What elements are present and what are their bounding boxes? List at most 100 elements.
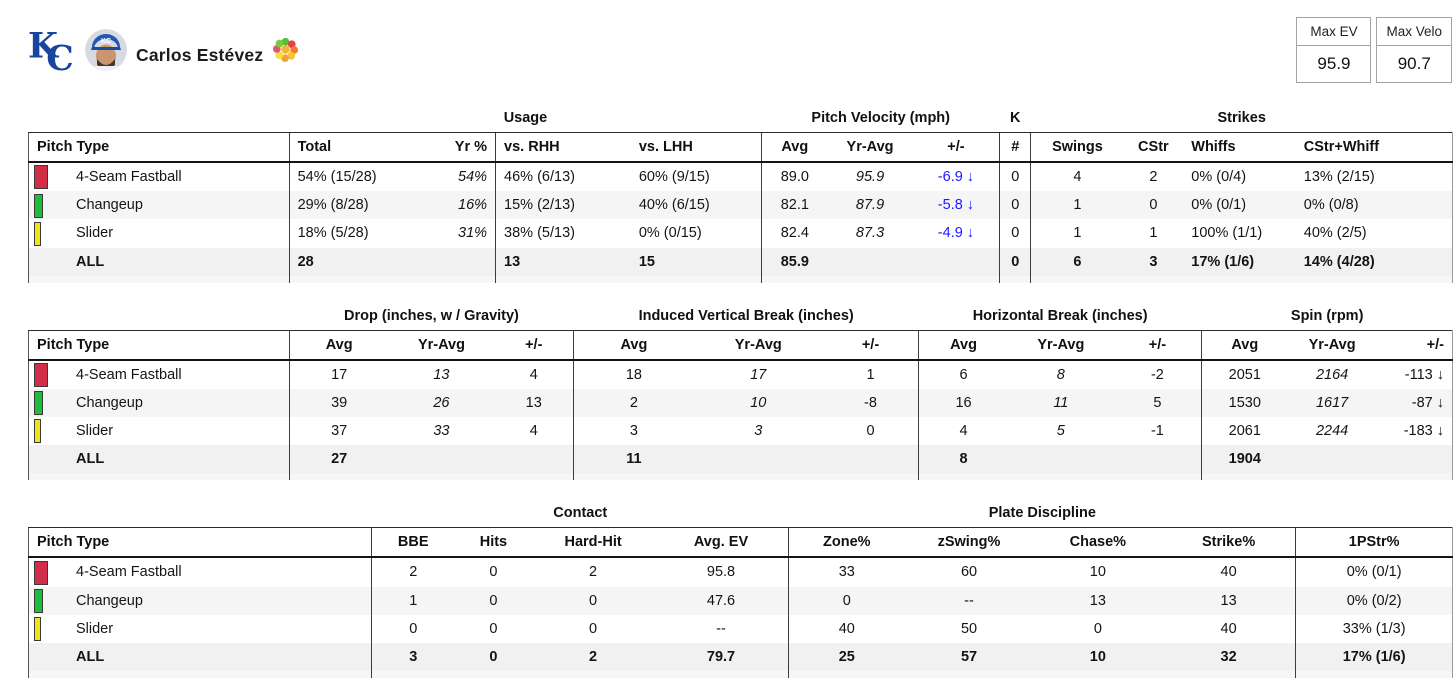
strip-cell: [1008, 473, 1114, 481]
stat-cell: [693, 445, 824, 474]
pitch-type-label: 4-Seam Fastball: [76, 564, 182, 581]
strip-cell: [1123, 275, 1184, 283]
pitch-type-label: Slider: [76, 423, 114, 440]
pitch-type-label: ALL: [76, 451, 105, 468]
stat-cell: 28: [288, 247, 425, 276]
stat-cell: [424, 247, 496, 276]
column-header: Avg: [761, 132, 828, 163]
strip-cell: [288, 275, 425, 283]
stat-cell: 13: [495, 247, 631, 276]
total-row: ALL 3 0 2 79.7 25 57 10 32 17% (1/6): [27, 642, 1453, 672]
strip-cell: [823, 473, 919, 481]
stat-cell: -183 ↓: [1376, 417, 1453, 446]
strip-cell: [999, 275, 1031, 283]
stat-cell: 0: [1093, 620, 1102, 637]
stat-cell: 0: [589, 620, 598, 637]
stat-cell: 4: [529, 423, 538, 440]
stat-cell: 2: [589, 564, 598, 581]
column-header: vs. RHH: [495, 132, 631, 163]
stat-cell: 46% (6/13): [495, 162, 631, 192]
pitch-type-cell: ALL: [28, 247, 290, 276]
table-footer-strip: [28, 473, 1453, 481]
strip-cell: [28, 473, 290, 481]
stat-cell: 3: [754, 423, 763, 440]
total-row: ALL 27 11 8 1904: [28, 445, 1453, 474]
stat-cell: 13: [1033, 586, 1162, 615]
column-header: CStr: [1123, 132, 1184, 163]
group-header: [29, 501, 372, 528]
strip-cell: [371, 671, 455, 679]
max-velo-value: 90.7: [1397, 54, 1431, 73]
stat-cell: -6.9 ↓: [937, 169, 975, 186]
stat-cell: 95.8: [706, 564, 736, 581]
strip-cell: [495, 275, 631, 283]
stat-cell: 3: [573, 417, 694, 446]
column-header: Pitch Type: [27, 527, 372, 559]
stat-cell: 13% (2/15): [1295, 162, 1453, 192]
strip-cell: [1287, 473, 1377, 481]
stat-cell: 11: [573, 445, 694, 474]
stat-cell: 0% (0/15): [638, 225, 702, 242]
stats-table-contact-plate-discipline: Contact Plate Discipline Pitch Type BBE Hits…: [27, 501, 1453, 679]
stat-cell: 1: [1030, 191, 1124, 220]
column-header: #: [999, 132, 1031, 163]
column-header: Yr-Avg: [388, 329, 495, 361]
strip-cell: [788, 671, 905, 679]
stat-cell: 39: [288, 388, 389, 418]
pitch-type-cell: 4-Seam Fastball: [27, 557, 372, 587]
svg-text:C: C: [46, 39, 74, 76]
stat-cell: 82.1: [761, 191, 828, 220]
max-velo-box: Max Velo 90.7: [1376, 17, 1452, 83]
kc-royals-logo-icon: K C: [28, 27, 74, 76]
column-header-row: Pitch Type Total Yr % vs. RHH vs. LHH Avg Yr-A…: [28, 132, 1453, 163]
stat-cell: 16: [917, 388, 1009, 418]
pitch-type-label: Changeup: [76, 592, 143, 609]
stat-cell: 38% (5/13): [495, 219, 631, 248]
pitch-row: Changeup 39 26 13 2 10 -8 16 11 5 1530 1617 -87 ↓: [28, 388, 1453, 418]
stat-cell: 3: [371, 642, 455, 672]
stat-cell: [1113, 445, 1202, 474]
stat-cell: 1617: [1287, 388, 1377, 418]
column-header: Yr %: [424, 132, 496, 163]
group-header: Plate Discipline: [988, 505, 1096, 522]
pitch-type-cell: Changeup: [28, 191, 290, 220]
column-header: Avg: [1201, 329, 1288, 361]
stat-cell: --: [904, 586, 1034, 615]
pitch-type-cell: Changeup: [28, 388, 290, 418]
column-header: Pitch Type: [28, 132, 290, 163]
stat-cell: 17: [750, 366, 767, 383]
strip-cell: [494, 473, 574, 481]
strip-cell: [28, 275, 290, 283]
stat-cell: 29% (8/28): [288, 191, 425, 220]
group-header: Strikes: [1217, 110, 1266, 126]
column-header: Yr-Avg: [693, 329, 824, 361]
stat-cell: 5: [1056, 423, 1065, 440]
stat-cell: 2244: [1315, 423, 1349, 440]
column-header: +/-: [823, 329, 919, 361]
stat-cell: 16%: [424, 191, 496, 220]
stat-cell: 57: [904, 642, 1034, 672]
stat-cell: 87.3: [855, 225, 885, 242]
column-header: Avg: [573, 329, 694, 361]
stat-cell: 13: [494, 388, 574, 418]
column-header: Avg: [288, 329, 389, 361]
pitch-row: Slider 0 0 0 -- 40 50 0 40 33% (1/3): [27, 614, 1453, 643]
stat-cell: -4.9 ↓: [937, 225, 975, 242]
stat-cell: 5: [1113, 388, 1202, 418]
max-velo-label: Max Velo: [1377, 18, 1451, 46]
pitch-type-label: Slider: [76, 225, 114, 242]
stat-cell: 0% (0/1): [1183, 191, 1296, 220]
stat-cell: 37: [288, 417, 389, 446]
stat-cell: 79.7: [653, 642, 789, 672]
column-header: 1PStr%: [1295, 527, 1453, 559]
stat-cell: 0: [371, 614, 455, 643]
stat-cell: 0: [1123, 191, 1184, 220]
pitch-type-cell: ALL: [27, 642, 372, 672]
pitch-row: 4-Seam Fastball 17 13 4 18 17 1 6 8 -2 2051 2164 -11…: [28, 359, 1453, 389]
stat-cell: 10: [1089, 564, 1106, 581]
strip-cell: [693, 473, 824, 481]
stat-cell: 60: [960, 564, 978, 581]
player-avatar: KC: [85, 29, 127, 71]
stat-cell: 40% (6/15): [630, 191, 762, 220]
player-name: Carlos Estévez: [136, 44, 264, 65]
